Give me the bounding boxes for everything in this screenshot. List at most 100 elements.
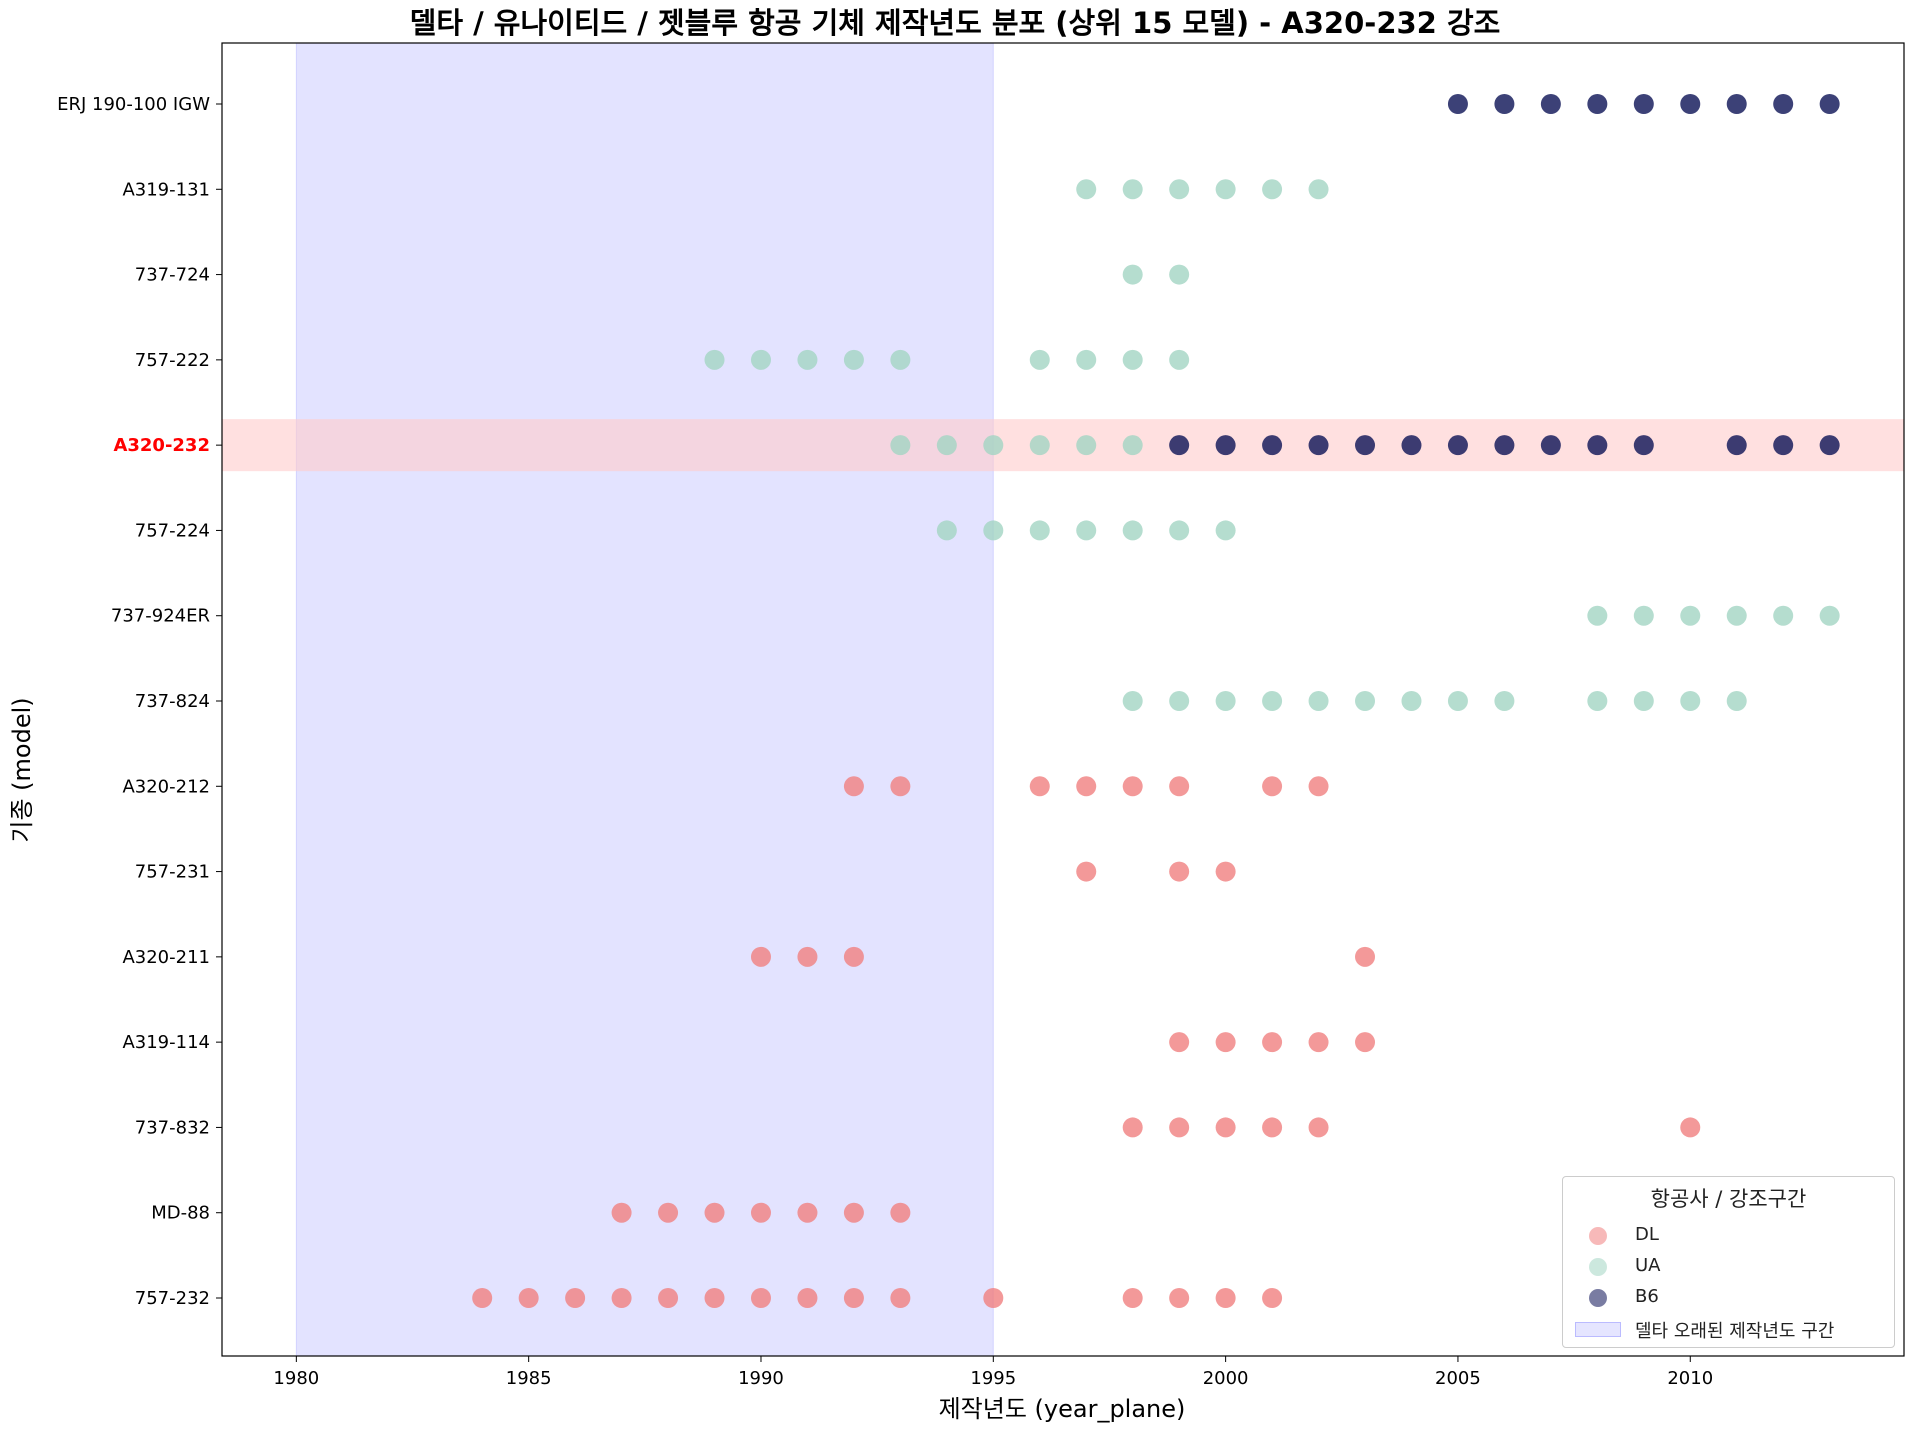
data-point-b6 [1819,435,1840,456]
data-point-ua [704,349,725,370]
data-point-b6 [1355,435,1376,456]
data-point-b6 [1540,435,1561,456]
data-point-dl [843,946,864,967]
y-tick-label: A319-114 [122,1032,210,1053]
data-point-ua [1494,691,1515,711]
data-point-ua [1262,691,1283,711]
data-point-ua [1633,691,1654,711]
data-point-b6 [1401,435,1422,456]
data-point-ua [890,435,911,456]
data-point-b6 [1726,94,1747,114]
data-point-dl [843,776,864,797]
data-point-dl [1122,1288,1143,1308]
y-axis-label: 기종 (model) [8,697,36,842]
data-point-ua [1215,179,1236,200]
y-tick-label: ERJ 190-100 IGW [57,94,210,115]
data-point-ua [843,349,864,370]
data-point-ua [936,520,957,541]
data-point-ua [1029,349,1050,370]
data-point-dl [1076,861,1097,882]
data-point-ua [1076,179,1097,200]
legend-item-shaded-range: 델타 오래된 제작년도 구간 [1563,1314,1894,1344]
data-point-b6 [1540,94,1561,114]
data-point-ua [890,349,911,370]
data-point-ua [1355,691,1376,711]
data-point-dl [890,1288,911,1308]
points-layer [472,94,1840,1308]
data-point-dl [1680,1117,1701,1138]
data-point-ua [1076,349,1097,370]
data-point-ua [1262,179,1283,200]
data-point-b6 [1262,435,1283,456]
data-point-dl [1169,1032,1190,1053]
data-point-dl [1169,1117,1190,1138]
chart-title: 델타 / 유나이티드 / 젯블루 항공 기체 제작년도 분포 (상위 15 모델… [410,6,1501,40]
data-point-dl [1029,776,1050,797]
legend-marker-ua [1589,1258,1607,1276]
legend-label-ua: UA [1635,1255,1661,1276]
x-tick-label: 2010 [1667,1368,1713,1389]
y-tick-label: 757-222 [135,350,210,371]
data-point-ua [1726,605,1747,626]
x-tick-label: 1995 [970,1368,1016,1389]
data-point-ua [1169,691,1190,711]
data-point-ua [1076,435,1097,456]
data-point-dl [750,1202,771,1223]
data-point-b6 [1169,435,1190,456]
y-tick-label: A319-131 [122,179,210,200]
legend-marker-b6 [1589,1289,1607,1307]
data-point-b6 [1447,94,1468,114]
data-point-dl [797,1202,818,1223]
data-point-b6 [1494,94,1515,114]
data-point-ua [1633,605,1654,626]
data-point-ua [1122,349,1143,370]
data-point-ua [797,349,818,370]
data-point-ua [1680,691,1701,711]
data-point-ua [1401,691,1422,711]
y-axis: 757-232 MD-88 737-832 A319-114 A320-211 757-2… [57,94,222,1309]
data-point-b6 [1633,94,1654,114]
data-point-dl [565,1288,586,1308]
data-point-dl [1308,776,1329,797]
data-point-ua [1819,605,1840,626]
data-point-ua [1308,179,1329,200]
data-point-dl [518,1288,539,1308]
legend-title: 항공사 / 강조구간 [1650,1187,1807,1211]
data-point-dl [658,1202,679,1223]
data-point-ua [1169,264,1190,285]
data-point-ua [1773,605,1794,626]
data-point-dl [1169,861,1190,882]
y-tick-label: 737-924ER [111,606,210,627]
data-point-ua [1447,691,1468,711]
data-point-dl [1262,1288,1283,1308]
y-tick-label: A320-212 [122,776,210,797]
data-point-ua [1122,435,1143,456]
data-point-dl [1169,1288,1190,1308]
data-point-dl [1215,1117,1236,1138]
data-point-dl [890,1202,911,1223]
legend: 항공사 / 강조구간 DL UA B6 델타 오래된 제작년도 구간 [1562,1176,1895,1348]
legend-marker-dl [1589,1227,1607,1245]
data-point-dl [704,1288,725,1308]
data-point-dl [797,1288,818,1308]
data-point-b6 [1773,435,1794,456]
data-point-dl [1262,1117,1283,1138]
data-point-ua [1169,520,1190,541]
data-point-dl [797,946,818,967]
data-point-dl [1122,776,1143,797]
y-tick-label: A320-211 [122,947,210,968]
shaded-year-range [295,42,994,1357]
data-point-dl [1355,1032,1376,1053]
data-point-b6 [1215,435,1236,456]
data-point-dl [1262,1032,1283,1053]
data-point-dl [1308,1117,1329,1138]
data-point-b6 [1587,435,1608,456]
data-point-ua [1169,349,1190,370]
y-tick-label: 737-832 [135,1117,210,1138]
data-point-b6 [1819,94,1840,114]
data-point-dl [750,1288,771,1308]
legend-item-ua: UA [1563,1252,1894,1282]
data-point-dl [1308,1032,1329,1053]
data-point-ua [1587,605,1608,626]
data-point-dl [472,1288,493,1308]
